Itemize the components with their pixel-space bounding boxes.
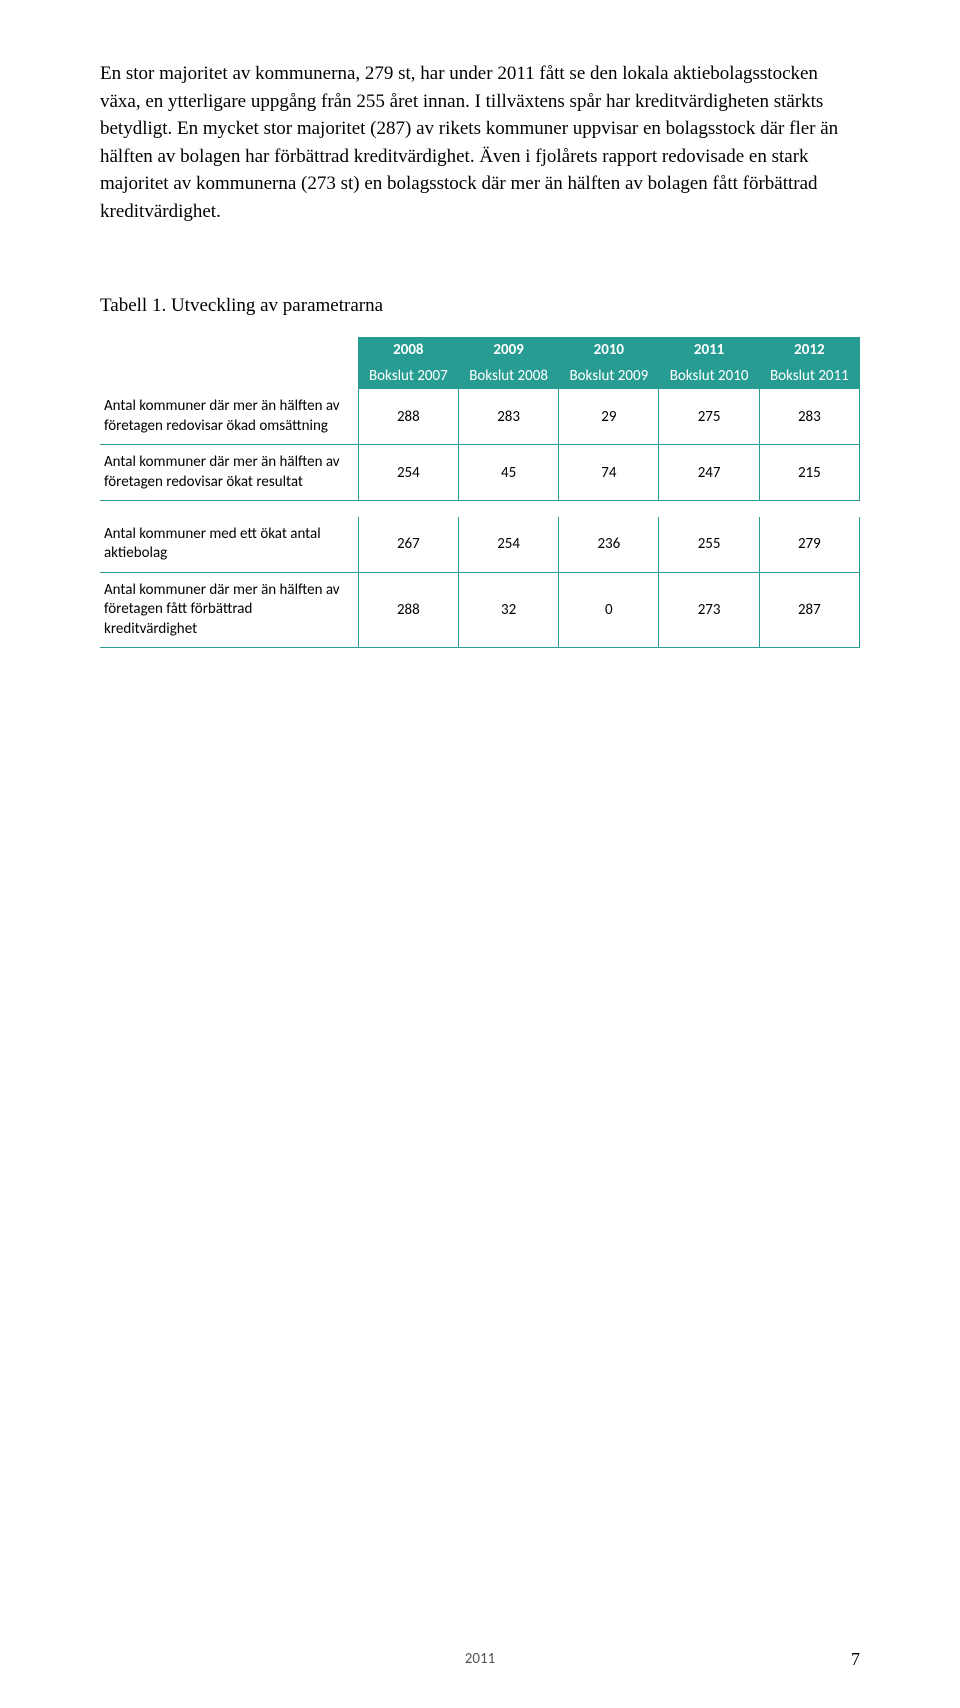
row-label: Antal kommuner där mer än hälften av för… <box>100 445 358 501</box>
col-year: 2011 <box>659 337 759 363</box>
cell: 279 <box>759 517 859 573</box>
col-year: 2008 <box>358 337 458 363</box>
row-label: Antal kommuner där mer än hälften av för… <box>100 389 358 445</box>
cell: 247 <box>659 445 759 501</box>
spacer-row <box>100 501 860 517</box>
cell: 288 <box>358 389 458 445</box>
row-label: Antal kommuner där mer än hälften av för… <box>100 572 358 648</box>
table-title: Tabell 1. Utveckling av parametrarna <box>100 295 860 317</box>
cell: 236 <box>559 517 659 573</box>
row-label: Antal kommuner med ett ökat antal aktieb… <box>100 517 358 573</box>
table-row: Antal kommuner där mer än hälften av för… <box>100 389 860 445</box>
cell: 288 <box>358 572 458 648</box>
cell: 283 <box>458 389 558 445</box>
col-subyear: Bokslut 2010 <box>659 363 759 389</box>
col-subyear: Bokslut 2009 <box>559 363 659 389</box>
col-year: 2012 <box>759 337 859 363</box>
cell: 275 <box>659 389 759 445</box>
cell: 29 <box>559 389 659 445</box>
parameters-table: 2008 2009 2010 2011 2012 Bokslut 2007 Bo… <box>100 337 860 648</box>
cell: 267 <box>358 517 458 573</box>
cell: 283 <box>759 389 859 445</box>
cell: 255 <box>659 517 759 573</box>
cell: 74 <box>559 445 659 501</box>
cell: 287 <box>759 572 859 648</box>
cell: 215 <box>759 445 859 501</box>
cell: 32 <box>458 572 558 648</box>
cell: 45 <box>458 445 558 501</box>
col-subyear: Bokslut 2011 <box>759 363 859 389</box>
col-year: 2010 <box>559 337 659 363</box>
footer-year: 2011 <box>0 1650 960 1668</box>
col-subyear: Bokslut 2008 <box>458 363 558 389</box>
cell: 0 <box>559 572 659 648</box>
table-row: Antal kommuner med ett ökat antal aktieb… <box>100 517 860 573</box>
page-number: 7 <box>851 1649 860 1670</box>
body-paragraph: En stor majoritet av kommunerna, 279 st,… <box>100 60 860 225</box>
table-row: Antal kommuner där mer än hälften av för… <box>100 445 860 501</box>
col-year: 2009 <box>458 337 558 363</box>
header-blank <box>100 363 358 389</box>
cell: 254 <box>358 445 458 501</box>
cell: 273 <box>659 572 759 648</box>
table-row: Antal kommuner där mer än hälften av för… <box>100 572 860 648</box>
header-blank <box>100 337 358 363</box>
cell: 254 <box>458 517 558 573</box>
col-subyear: Bokslut 2007 <box>358 363 458 389</box>
